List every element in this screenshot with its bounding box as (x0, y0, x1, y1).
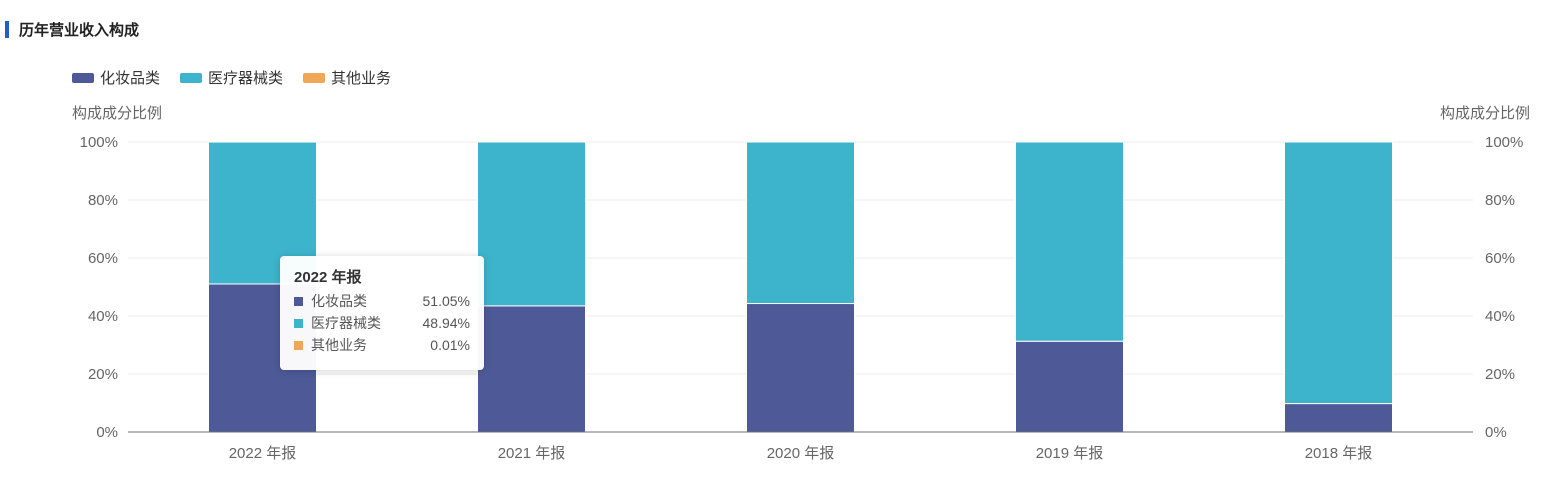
legend-swatch-medical (180, 72, 203, 83)
y-tick-label-right: 60% (1485, 250, 1515, 267)
chart-header: 历年营业收入构成 (0, 16, 139, 42)
legend-label-medical: 医疗器械类 (208, 70, 284, 87)
tooltip-value-other: 0.01% (430, 337, 470, 353)
y-axis-title-right: 构成成分比例 (1440, 105, 1530, 122)
tooltip-row-cosmetics: 化妆品类 51.05% (294, 290, 470, 312)
x-tick-label: 2019 年报 (1036, 445, 1104, 462)
y-tick-label-right: 20% (1485, 366, 1515, 383)
tooltip-name-cosmetics: 化妆品类 (311, 293, 367, 309)
y-tick-label-left: 100% (80, 134, 118, 151)
x-tick-label: 2021 年报 (498, 445, 566, 462)
y-tick-label-left: 40% (88, 308, 118, 325)
x-tick-label: 2018 年报 (1305, 445, 1373, 462)
bar-segment[interactable] (746, 303, 855, 433)
bar-segment[interactable] (746, 141, 855, 305)
x-tick-label: 2022 年报 (229, 445, 297, 462)
legend-item-cosmetics[interactable]: 化妆品类 (72, 67, 160, 88)
tooltip-row-medical: 医疗器械类 48.94% (294, 312, 470, 334)
bar-segment[interactable] (477, 305, 586, 433)
bar-segment[interactable] (477, 141, 586, 307)
tooltip-name-other: 其他业务 (311, 337, 367, 353)
y-tick-label-left: 0% (96, 424, 118, 441)
legend-swatch-cosmetics (72, 72, 94, 83)
tooltip-dot-other (294, 340, 303, 350)
legend-item-medical[interactable]: 医疗器械类 (180, 67, 283, 88)
legend-label-other: 其他业务 (331, 70, 392, 87)
y-axis-title-left: 构成成分比例 (72, 105, 162, 122)
y-tick-label-right: 100% (1485, 134, 1523, 151)
tooltip-row-other: 其他业务 0.01% (294, 334, 470, 356)
y-tick-label-left: 20% (88, 366, 118, 383)
y-tick-label-right: 80% (1485, 192, 1515, 209)
y-tick-label-right: 0% (1485, 424, 1507, 441)
y-tick-label-left: 80% (88, 192, 118, 209)
legend-swatch-other (303, 72, 326, 83)
tooltip-value-medical: 48.94% (422, 315, 470, 331)
legend-item-other[interactable]: 其他业务 (303, 67, 391, 88)
legend-label-cosmetics: 化妆品类 (100, 70, 161, 87)
bar-segment[interactable] (1015, 141, 1124, 342)
tooltip: 2022 年报 化妆品类 51.05% 医疗器械类 48.94% 其他业务 0.… (280, 256, 484, 370)
y-tick-label-right: 40% (1485, 308, 1515, 325)
tooltip-title: 2022 年报 (294, 269, 362, 286)
tooltip-name-medical: 医疗器械类 (311, 315, 381, 331)
bar-segment[interactable] (1284, 403, 1393, 433)
tooltip-value-cosmetics: 51.05% (422, 293, 470, 309)
chart-legend: 化妆品类 医疗器械类 其他业务 (72, 67, 411, 88)
x-tick-label: 2020 年报 (767, 445, 835, 462)
y-tick-label-left: 60% (88, 250, 118, 267)
bar-segment[interactable] (1015, 340, 1124, 433)
title-accent-bar (5, 20, 9, 38)
tooltip-dot-cosmetics (294, 296, 303, 306)
chart-title: 历年营业收入构成 (19, 21, 140, 39)
bar-segment[interactable] (1284, 141, 1393, 405)
tooltip-dot-medical (294, 318, 303, 328)
